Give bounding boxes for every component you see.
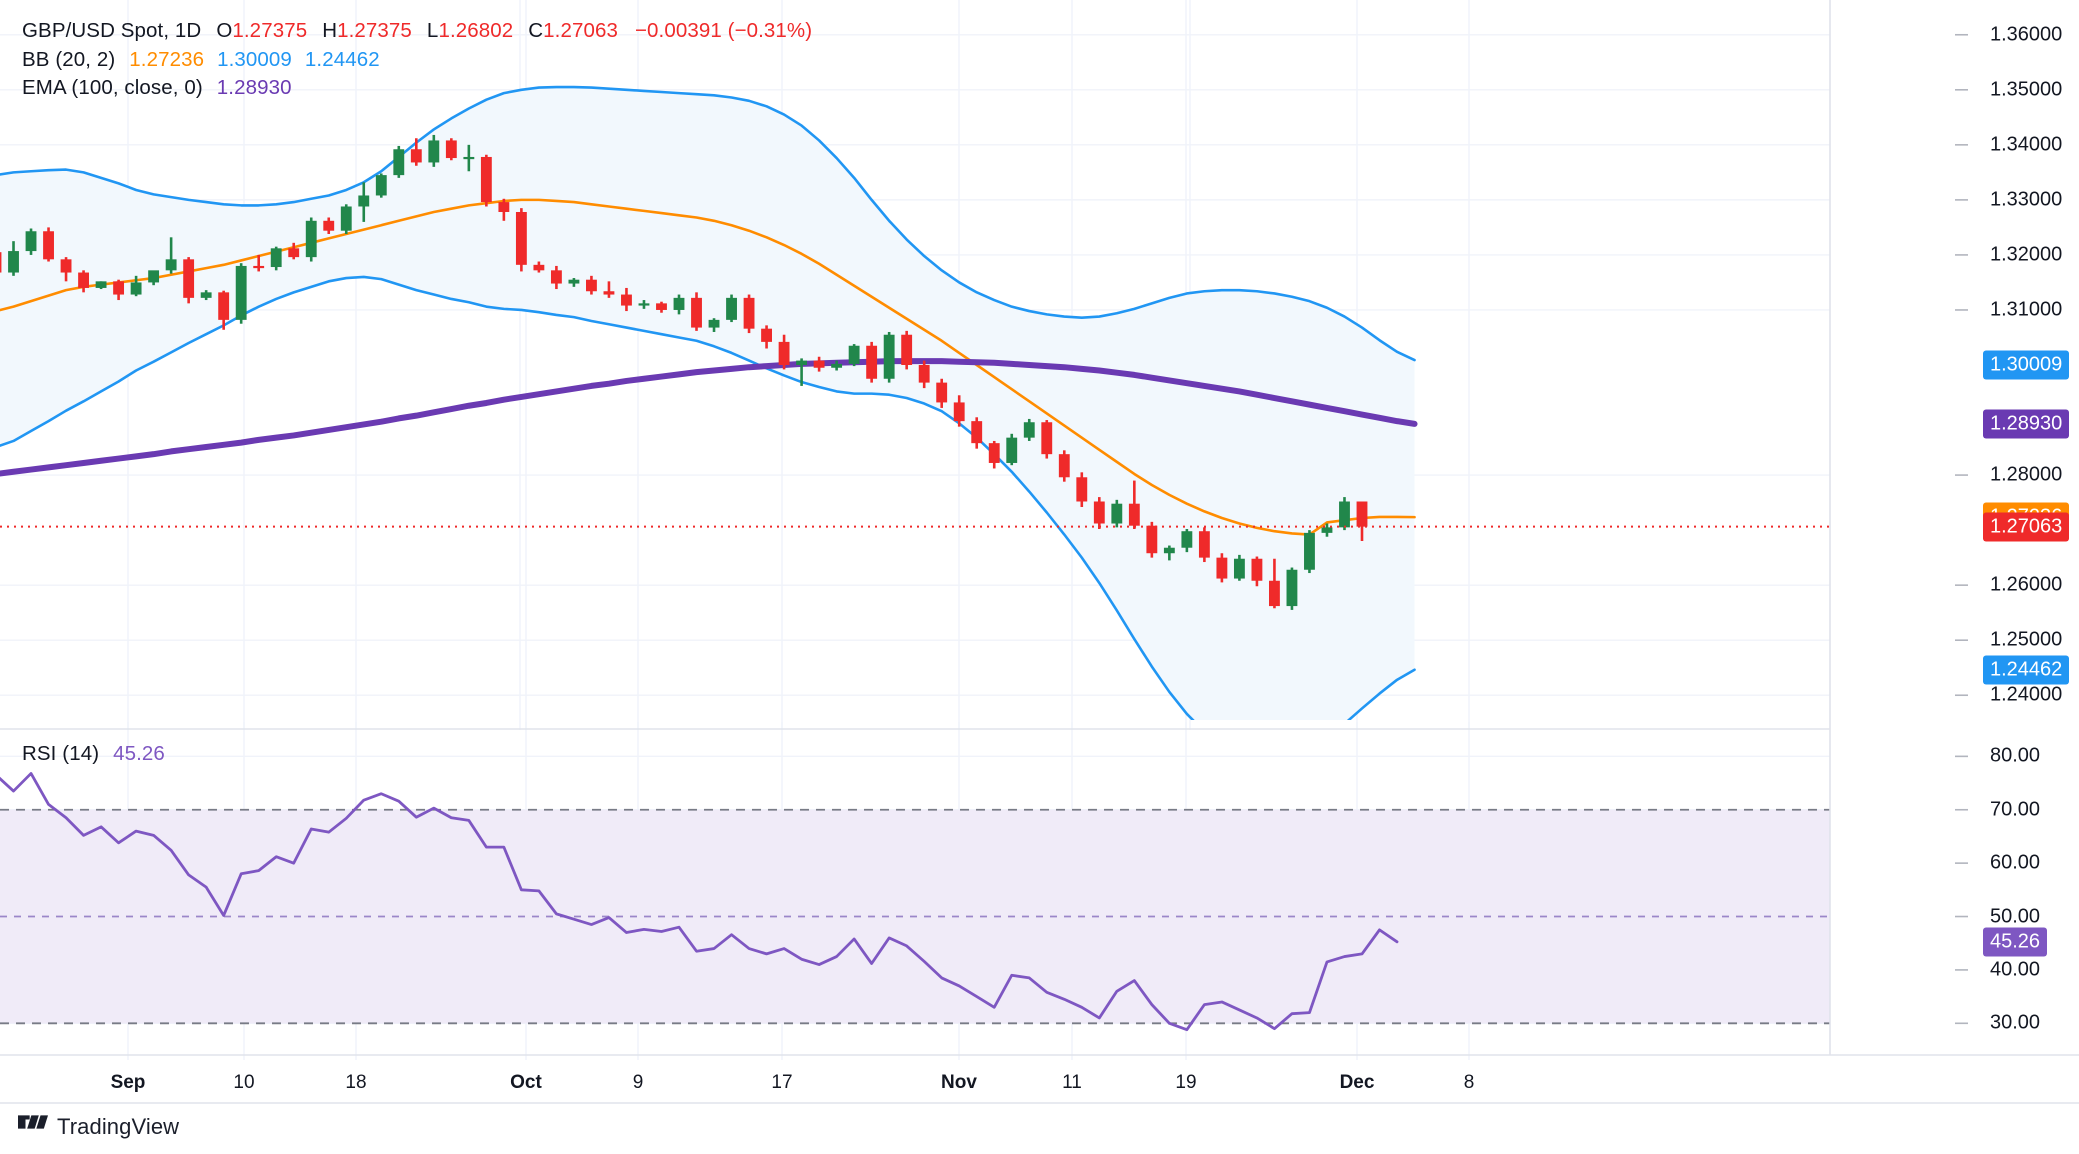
time-axis-tick: 11: [1062, 1072, 1082, 1093]
time-axis-tick: 9: [632, 1072, 644, 1093]
bollinger-band-fill: [0, 87, 1415, 720]
time-axis-tick: 18: [345, 1072, 367, 1093]
time-axis-tick: Sep: [110, 1072, 146, 1093]
bb-lower-tag[interactable]: 1.24462: [1983, 655, 2070, 685]
price-axis-tick: 1.34000: [1990, 133, 2063, 156]
ema-tag[interactable]: 1.28930: [1983, 409, 2070, 439]
rsi-axis-tick: 50.00: [1990, 905, 2041, 928]
rsi-axis-tick: 30.00: [1990, 1011, 2041, 1034]
time-axis-tick: 17: [771, 1072, 793, 1093]
price-axis-tick: 1.25000: [1990, 628, 2063, 651]
time-axis-tick: Dec: [1339, 1072, 1375, 1093]
rsi-line: [0, 772, 1399, 1032]
time-axis-tick: 19: [1175, 1072, 1197, 1093]
pane-separators: [0, 0, 2079, 1104]
rsi-axis-tick: 80.00: [1990, 744, 2041, 767]
rsi-axis-tick: 40.00: [1990, 958, 2041, 981]
candlestick-series[interactable]: [0, 134, 1368, 610]
tradingview-brand-name: TradingView: [57, 1114, 180, 1139]
rsi-axis-tick: 70.00: [1990, 798, 2041, 821]
price-axis-tick: 1.31000: [1990, 298, 2063, 321]
price-axis-tick: 1.36000: [1990, 23, 2063, 46]
price-axis-tick: 1.35000: [1990, 78, 2063, 101]
bb-upper-tag[interactable]: 1.30009: [1983, 350, 2070, 379]
last-price-tag[interactable]: 1.27063: [1983, 512, 2070, 542]
tradingview-brand[interactable]: TradingView: [18, 1114, 179, 1140]
time-axis-tick: Oct: [510, 1072, 542, 1093]
time-axis-tick: Nov: [941, 1072, 977, 1093]
bollinger-band-lines: [0, 85, 1416, 720]
time-axis-tick: 8: [1463, 1072, 1475, 1093]
time-axis-tick: 10: [233, 1072, 255, 1093]
price-axis-tick: 1.24000: [1990, 683, 2063, 706]
price-axis-tick: 1.32000: [1990, 243, 2063, 266]
price-axis-tick: 1.26000: [1990, 573, 2063, 596]
rsi-axis-tick: 60.00: [1990, 851, 2041, 874]
price-axis-tick: 1.28000: [1990, 463, 2063, 486]
rsi-threshold-lines: [0, 808, 1830, 1025]
price-axis-tick: 1.33000: [1990, 188, 2063, 211]
tradingview-logo-icon: [18, 1115, 48, 1139]
ema-line: [0, 358, 1418, 477]
rsi-value-tag[interactable]: 45.26: [1983, 927, 2048, 957]
